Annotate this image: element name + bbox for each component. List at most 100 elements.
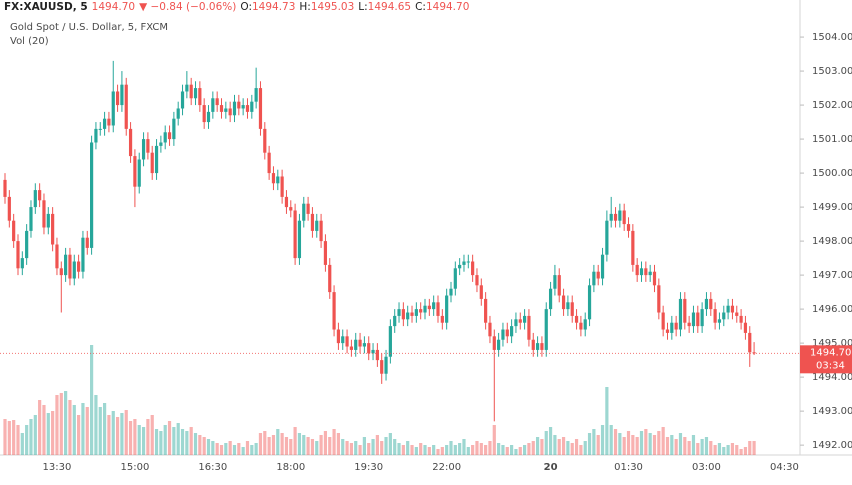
volume-bar xyxy=(81,403,85,455)
y-tick-label: 1493.00 xyxy=(812,406,852,417)
candle-body xyxy=(475,275,479,286)
candle-body xyxy=(579,322,583,330)
volume-bar xyxy=(159,431,163,455)
candle-body xyxy=(362,343,366,347)
x-tick-label: 13:30 xyxy=(43,462,72,473)
x-tick-label: 15:00 xyxy=(120,462,149,473)
volume-bar xyxy=(367,443,371,455)
candle-body xyxy=(154,145,159,174)
volume-bar xyxy=(432,445,436,455)
volume-bar xyxy=(687,441,691,455)
candle-body xyxy=(735,312,739,316)
candle-body xyxy=(241,105,245,109)
candle-body xyxy=(449,288,453,296)
volume-bar xyxy=(12,420,16,455)
candle-body xyxy=(410,312,414,316)
candle-body xyxy=(527,315,531,340)
volume-bar xyxy=(107,415,111,455)
candle-body xyxy=(323,241,328,265)
candle-body xyxy=(328,264,332,293)
volume-bar xyxy=(185,431,189,455)
candle-body xyxy=(42,200,46,228)
volume-bar xyxy=(488,441,492,455)
volume-bar xyxy=(730,443,735,455)
volume-bar xyxy=(626,431,631,455)
volume-bar xyxy=(665,437,670,455)
candle-body xyxy=(380,360,384,374)
volume-bar xyxy=(479,443,483,455)
candle-body xyxy=(90,142,94,248)
volume-bar xyxy=(219,445,224,455)
volume-bar xyxy=(548,427,553,455)
candle-body xyxy=(12,220,16,242)
y-tick-label: 1494.00 xyxy=(812,372,852,383)
candle-body xyxy=(596,271,600,279)
volume-bar xyxy=(310,439,315,455)
volume-bar xyxy=(189,427,193,455)
volume-bar xyxy=(328,437,332,455)
candle-body xyxy=(748,332,752,353)
candle-body xyxy=(38,190,42,201)
volume-bar xyxy=(215,443,219,455)
volume-bar xyxy=(128,421,133,455)
volume-bar xyxy=(302,435,306,455)
volume-bar xyxy=(16,425,20,455)
candle-body xyxy=(618,210,622,221)
volume-bar xyxy=(466,447,470,455)
candle-body xyxy=(315,220,319,231)
volume-bar xyxy=(544,431,548,455)
volume-bar xyxy=(315,441,319,455)
volume-bar xyxy=(172,427,176,455)
candle-body xyxy=(557,275,561,296)
candle-body xyxy=(678,298,683,330)
candle-body xyxy=(3,179,7,197)
volume-bar xyxy=(349,443,353,455)
candle-body xyxy=(691,312,696,327)
candle-body xyxy=(648,271,652,276)
volume-bar xyxy=(345,441,349,455)
volume-bar xyxy=(154,429,159,455)
candle-body xyxy=(232,101,237,116)
candle-body xyxy=(570,302,574,316)
volume-bar xyxy=(206,439,211,455)
volume-bar xyxy=(553,435,557,455)
candle-body xyxy=(306,203,310,214)
ohlc-label: O: xyxy=(240,1,252,13)
x-tick-label: 20 xyxy=(544,462,558,473)
volume-bar xyxy=(743,447,748,455)
candle-body xyxy=(29,207,33,231)
candle-body xyxy=(717,319,722,323)
candle-body xyxy=(375,349,379,361)
candle-body xyxy=(319,220,323,242)
candle-body xyxy=(25,230,29,259)
volume-bar xyxy=(263,431,267,455)
volume-bar xyxy=(64,391,68,455)
volume-bar xyxy=(748,441,752,455)
x-tick-label: 22:00 xyxy=(432,462,461,473)
candle-body xyxy=(510,326,514,337)
volume-bar xyxy=(38,400,42,455)
volume-bar xyxy=(462,439,466,455)
volume-bar xyxy=(696,443,700,455)
candle-body xyxy=(159,142,163,146)
candle-body xyxy=(419,309,423,313)
volume-bar xyxy=(98,407,102,455)
candle-body xyxy=(332,292,336,330)
candle-body xyxy=(497,339,501,350)
volume-bar xyxy=(570,443,574,455)
y-tick-label: 1496.00 xyxy=(812,304,852,315)
candle-body xyxy=(115,91,120,106)
candle-body xyxy=(20,258,24,269)
volume-bar xyxy=(297,433,302,455)
candle-body xyxy=(7,196,11,221)
candle-body xyxy=(354,339,358,350)
volume-bar xyxy=(102,403,107,455)
ohlc-value: 1494.65 xyxy=(368,1,411,13)
volume-bar xyxy=(55,395,59,455)
candle-body xyxy=(237,101,241,109)
candle-body xyxy=(33,190,37,208)
candle-body xyxy=(193,88,198,99)
volume-bar xyxy=(375,435,379,455)
candle-body xyxy=(652,271,657,286)
x-tick-label: 19:30 xyxy=(354,462,383,473)
